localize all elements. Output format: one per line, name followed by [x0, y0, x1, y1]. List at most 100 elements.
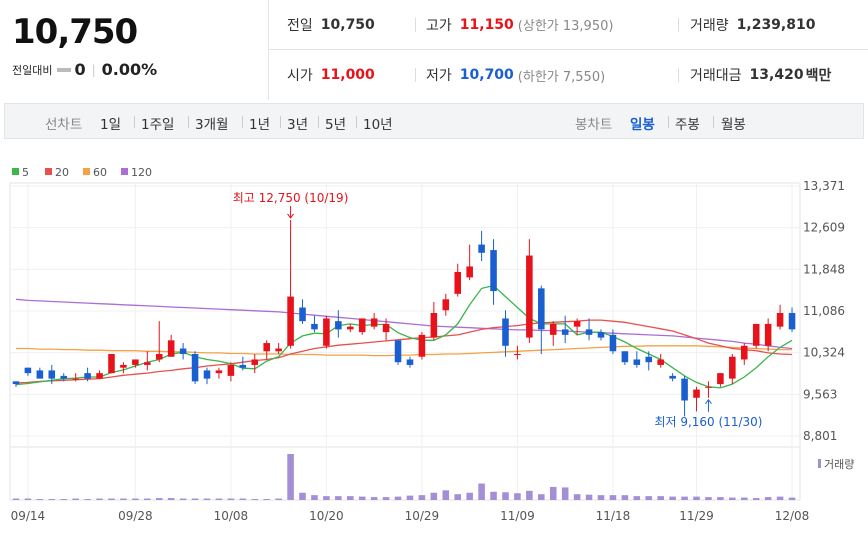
candle-body	[382, 323, 390, 333]
chart-toolbar: 선차트 1일 1주일 3개월 1년 3년 5년 10년 봉차트 일봉 주봉 월봉	[4, 103, 864, 139]
divider	[318, 116, 319, 128]
period-1y[interactable]: 1년	[249, 117, 271, 133]
candle-body	[752, 323, 760, 346]
volume-bar	[657, 496, 664, 500]
volume-bar	[287, 454, 294, 500]
y-tick-label: 11,086	[803, 304, 845, 318]
candle-body	[430, 312, 438, 338]
volume-bar	[585, 494, 593, 500]
candle-body	[442, 299, 450, 311]
candle-body	[490, 250, 497, 292]
legend-label: 5	[22, 166, 29, 179]
candle-body	[167, 340, 175, 357]
volume-bar	[263, 499, 270, 500]
stat-prev-close: 전일 10,750	[287, 15, 375, 35]
candle-weekly[interactable]: 주봉	[675, 117, 700, 133]
volume-bar	[239, 498, 247, 500]
candle-body	[466, 266, 473, 278]
amount-label: 거래대금	[690, 68, 742, 84]
period-3m[interactable]: 3개월	[195, 117, 229, 133]
stat-amount: 거래대금 13,420 백만	[690, 65, 831, 85]
volume-bar	[502, 492, 509, 500]
volume-bar	[681, 496, 688, 500]
volume-bar	[323, 496, 330, 500]
volume-bar	[490, 491, 497, 500]
divider	[678, 68, 679, 82]
divider	[356, 116, 357, 128]
candle-body	[48, 370, 56, 379]
x-tick-label: 10/29	[405, 509, 440, 523]
candle-body	[597, 332, 605, 338]
candle-body	[215, 370, 223, 374]
change-label: 전일대비	[12, 63, 53, 77]
volume-bar	[382, 497, 390, 500]
high-value: 11,150	[459, 16, 514, 33]
candle-body	[418, 334, 426, 357]
candle-body	[84, 373, 91, 379]
candle-body	[132, 359, 139, 365]
volume-legend-label: 거래량	[824, 458, 854, 471]
candle-body	[729, 356, 736, 379]
period-1d[interactable]: 1일	[100, 117, 122, 133]
line-chart-label[interactable]: 선차트	[45, 117, 83, 133]
upper-limit: (상한가 13,950)	[517, 19, 614, 34]
x-tick-label: 12/08	[775, 509, 810, 523]
volume-bar	[179, 498, 187, 500]
y-tick-label: 10,324	[803, 346, 845, 360]
candle-body	[585, 329, 593, 335]
candle-body	[478, 244, 485, 253]
volume-bar	[454, 494, 462, 500]
volume-bar	[155, 498, 163, 500]
candle-body	[561, 329, 569, 335]
legend-label: 20	[55, 166, 69, 179]
candle-body	[717, 373, 724, 385]
volume-bar	[132, 498, 139, 500]
divider	[134, 116, 135, 128]
period-5y[interactable]: 5년	[325, 117, 347, 133]
candle-body	[346, 326, 354, 330]
legend-label: 120	[131, 166, 152, 179]
candle-body	[227, 364, 235, 376]
x-tick-label: 10/08	[214, 509, 249, 523]
period-10y[interactable]: 10년	[363, 117, 393, 133]
ma120-line	[15, 298, 793, 350]
volume-bar	[645, 496, 653, 500]
candle-monthly[interactable]: 월봉	[721, 117, 746, 133]
candle-body	[526, 255, 533, 338]
volume-bar	[609, 495, 617, 500]
volume-bar	[335, 496, 342, 500]
candle-body	[693, 389, 700, 398]
volume-bar	[549, 486, 557, 500]
volume-bar	[729, 497, 736, 500]
volume-bar	[418, 495, 426, 500]
stat-open: 시가 11,000	[287, 65, 375, 85]
low-value: 10,700	[459, 67, 514, 83]
candle-body	[12, 381, 20, 385]
divider	[415, 18, 416, 32]
period-3y[interactable]: 3년	[287, 117, 309, 133]
x-tick-label: 09/28	[118, 509, 153, 523]
period-1w[interactable]: 1주일	[141, 117, 175, 133]
volume-bar	[120, 498, 127, 500]
candle-body	[681, 378, 688, 401]
candle-daily[interactable]: 일봉	[630, 117, 655, 133]
current-price: 10,750	[12, 12, 138, 52]
volume-bar	[561, 487, 569, 500]
candle-body	[776, 312, 784, 327]
volume-bar	[108, 498, 115, 500]
change-percent: 0.00%	[101, 60, 158, 79]
candle-body	[633, 359, 641, 365]
candle-body	[24, 367, 32, 374]
candle-body	[454, 271, 462, 294]
candle-body	[179, 348, 187, 354]
prev-close-value: 10,750	[320, 16, 375, 33]
volume-bar	[430, 492, 438, 500]
candle-body	[370, 318, 378, 327]
volume-bar	[227, 498, 235, 500]
volume-bar	[538, 494, 545, 500]
volume-bar	[526, 490, 533, 500]
ma20-line	[15, 319, 793, 384]
volume-bar	[251, 499, 259, 500]
volume-legend-swatch	[818, 459, 821, 468]
price-plot-frame	[9, 182, 801, 448]
